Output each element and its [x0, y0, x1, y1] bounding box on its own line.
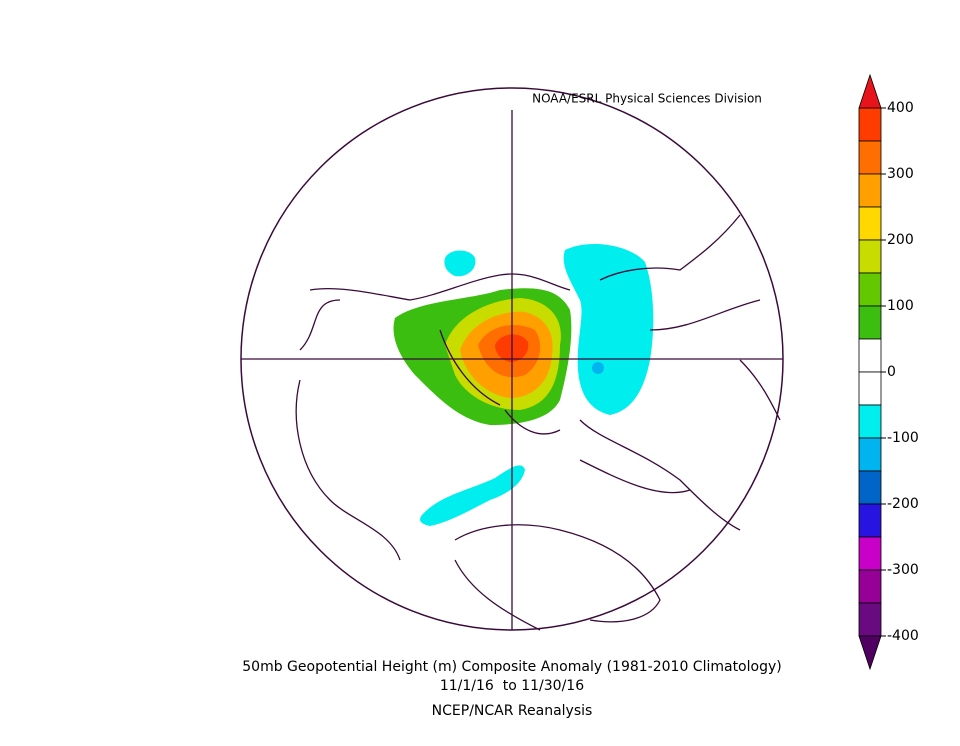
colorbar-segment [858, 371, 882, 406]
coastline [295, 214, 781, 631]
colorbar-segment [858, 206, 882, 241]
anomaly-negative-north [444, 250, 476, 277]
colorbar-segment [858, 239, 882, 274]
colorbar-segment [858, 140, 882, 175]
colorbar-segment [858, 470, 882, 505]
colorbar-segment [858, 107, 882, 142]
colorbar-tick-label: 200 [887, 232, 914, 248]
colorbar-tick-label: -200 [887, 496, 919, 512]
colorbar-segment [858, 503, 882, 538]
colorbar-segment [858, 305, 882, 340]
colorbar-segment [858, 338, 882, 373]
colorbar-segment [858, 569, 882, 604]
date-range: 11/1/16 to 11/30/16 [440, 678, 584, 694]
title: 50mb Geopotential Height (m) Composite A… [242, 659, 781, 675]
colorbar-tick-label: -100 [887, 430, 919, 446]
colorbar-tick-label: 0 [887, 364, 896, 380]
colorbar: 400 300 200 100 0 -100 -200 -300 -400 [858, 73, 919, 671]
colorbar-under [858, 635, 882, 671]
colorbar-segment [858, 404, 882, 439]
anomaly-negative-east [563, 243, 654, 415]
source: NCEP/NCAR Reanalysis [432, 703, 593, 719]
credit: NOAA/ESRL Physical Sciences Division [532, 92, 762, 106]
colorbar-over [858, 73, 882, 109]
colorbar-tick-label: -400 [887, 628, 919, 644]
colorbar-segment [858, 272, 882, 307]
colorbar-segment [858, 536, 882, 571]
anomaly-negative-core [592, 362, 604, 374]
colorbar-tick-label: -300 [887, 562, 919, 578]
colorbar-segment [858, 437, 882, 472]
anomaly-negative-atlantic [420, 465, 525, 526]
map [240, 87, 784, 631]
colorbar-segment [858, 173, 882, 208]
colorbar-tick-label: 400 [887, 100, 914, 116]
colorbar-tick-label: 100 [887, 298, 914, 314]
colorbar-tick-label: 300 [887, 166, 914, 182]
colorbar-segment [858, 602, 882, 637]
